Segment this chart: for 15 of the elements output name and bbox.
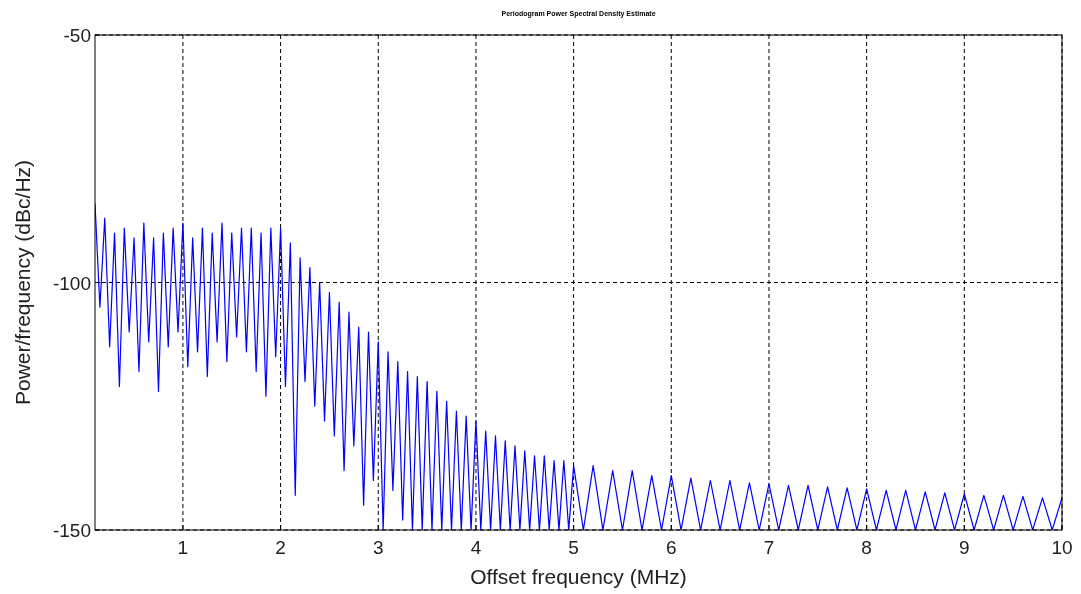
x-tick-label: 2 [275,537,286,558]
y-tick-label: -150 [52,520,91,541]
x-tick-label: 8 [861,537,872,558]
x-tick-label: 6 [666,537,677,558]
x-tick-label: 3 [372,537,384,558]
x-tick-label: 10 [1051,537,1073,558]
x-tick-label: 7 [763,537,775,558]
x-tick-label: 1 [177,537,189,558]
x-tick-label: 5 [568,537,579,558]
x-axis-title: Offset frequency (MHz) [470,565,687,588]
x-tick-label: 9 [959,537,970,558]
x-tick-label: 4 [470,537,482,558]
y-axis-title: Power/frequency (dBc/Hz) [11,159,34,406]
y-tick-label: -50 [63,25,91,46]
y-tick-label: -100 [52,272,91,294]
